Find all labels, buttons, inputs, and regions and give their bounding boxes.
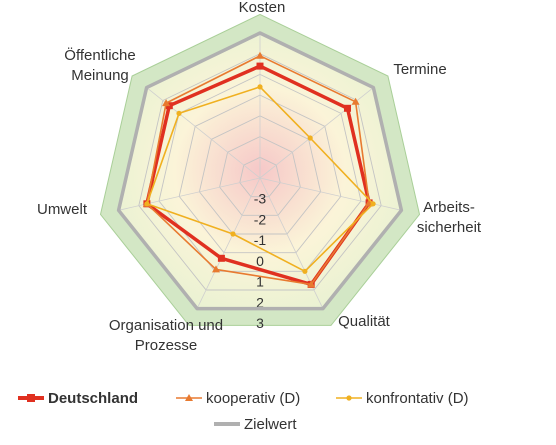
grid-spoke (259, 177, 402, 211)
series-marker (212, 265, 220, 273)
axis-label: Öffentliche Meinung (64, 46, 135, 84)
series-group (116, 31, 404, 311)
legend-swatch-marker (27, 394, 35, 402)
axis-label: Arbeits-sicherheit (417, 199, 482, 236)
tick-label: -1 (254, 232, 267, 248)
series-line (145, 64, 371, 287)
series-line (116, 31, 404, 311)
series-marker (230, 231, 236, 237)
tick-label: 3 (256, 315, 264, 331)
grid-spoke (196, 177, 261, 309)
tick-label: -3 (254, 191, 267, 207)
axis-label-line: sicherheit (417, 219, 482, 236)
tick-label: -2 (254, 211, 267, 227)
series-marker (351, 97, 360, 105)
legend-label: konfrontativ (D) (366, 390, 469, 407)
grid-ring (178, 94, 342, 254)
series-line (146, 86, 374, 273)
tick-label: 0 (256, 253, 264, 269)
axis-labels: Kosten Termine Arbeits-sicherheit Qualität O… (37, 0, 482, 354)
grid-spoke (118, 177, 261, 211)
grid-ring (239, 156, 281, 198)
tick-label: 1 (256, 274, 264, 290)
axis-label: Qualität (338, 313, 391, 330)
grid-ring (219, 136, 301, 216)
grid-ring (198, 115, 322, 235)
axis-label-line: Kosten (239, 0, 286, 16)
legend-swatch-marker (185, 394, 193, 401)
legend: Deutschland kooperativ (D) konfrontativ (D… (18, 390, 469, 433)
axis-label-line: Umwelt (37, 201, 88, 218)
series-marker (307, 280, 316, 288)
legend-label: Zielwert (244, 416, 297, 433)
series-marker (176, 110, 182, 116)
axis-label: Kosten (239, 0, 286, 16)
series-marker (302, 268, 308, 274)
axis-label-line: Prozesse (135, 337, 198, 354)
grid-ring (138, 53, 382, 291)
series-marker (256, 51, 264, 59)
series-marker (257, 84, 263, 90)
legend-swatch-marker (346, 395, 352, 401)
axis-label: Organisation und Prozesse (109, 317, 223, 354)
series-marker (370, 201, 376, 207)
axis-label: Termine (393, 61, 446, 78)
series-marker (144, 201, 150, 207)
tick-label: 2 (256, 294, 264, 310)
axis-label-line: Qualität (338, 313, 391, 330)
tick-labels: -3 -2 -1 0 1 2 3 (254, 191, 267, 331)
series-marker (307, 135, 313, 141)
series-marker (344, 104, 351, 112)
axis-label-line: Meinung (71, 67, 129, 84)
series-marker (256, 62, 264, 70)
axis-label-line: Termine (393, 61, 446, 78)
axis-label: Umwelt (37, 201, 88, 218)
series-marker (162, 99, 171, 107)
legend-label: Deutschland (48, 390, 138, 407)
axis-label-line: Öffentliche (64, 46, 135, 64)
axis-label-line: Arbeits- (423, 199, 475, 216)
legend-label: kooperativ (D) (206, 390, 300, 407)
series-line (146, 54, 370, 286)
series-marker (217, 254, 225, 262)
axis-label-line: Organisation und (109, 317, 223, 334)
